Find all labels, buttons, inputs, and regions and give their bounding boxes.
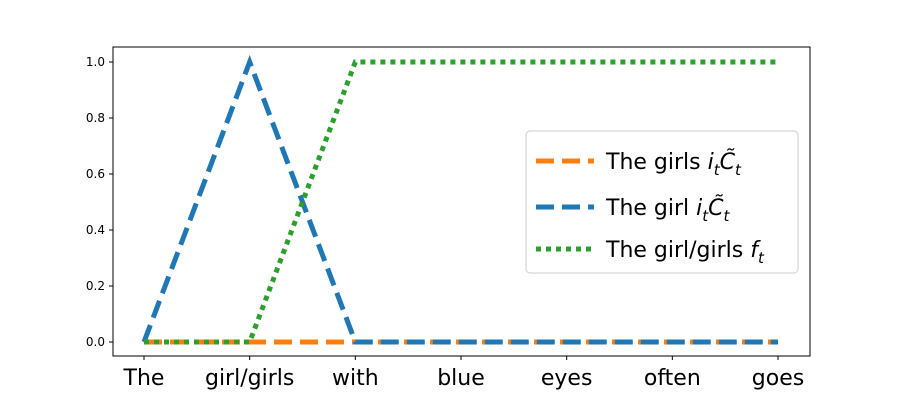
legend-label-2: The girl itC̃t [605, 195, 731, 225]
x-tick-label: The [123, 366, 165, 391]
legend-math-i: i [708, 150, 714, 175]
series-line-2 [141, 54, 778, 345]
legend-label-1: The girls itC̃t [605, 149, 742, 179]
x-tick-label: with [332, 366, 379, 391]
y-tick-label: 1.0 [86, 55, 105, 69]
legend-math-sub: t [702, 207, 709, 225]
legend-math-c-tilde: C̃ [708, 195, 724, 221]
legend-math-c-tilde: C̃ [720, 149, 736, 175]
legend-label-text: The girl/girls [605, 238, 750, 263]
x-tick-label: eyes [541, 366, 593, 391]
legend-math-sub: t [758, 249, 765, 267]
legend-math-f: f [750, 238, 761, 263]
x-tick-label: often [644, 366, 701, 391]
legend-math-sub: t [724, 207, 731, 225]
x-tick-label: girl/girls [205, 366, 294, 391]
y-tick-label: 0.2 [86, 279, 105, 293]
legend-math-sub: t [714, 161, 721, 179]
legend-math-sub: t [735, 161, 742, 179]
legend-label-text: The girl [605, 196, 696, 221]
series-layer [141, 54, 778, 345]
legend-label-3: The girl/girls ft [605, 238, 765, 267]
series-line-3 [144, 59, 778, 345]
x-tick-label: blue [437, 366, 485, 391]
y-tick-label: 0.8 [86, 111, 105, 125]
y-tick-label: 0.4 [86, 223, 105, 237]
legend-box [525, 130, 799, 274]
y-tick-label: 0.0 [86, 335, 105, 349]
axes: 0.0 0.2 0.4 0.6 0.8 1.0 The girl/girls with blue e… [86, 46, 811, 391]
legend-label-text: The girls [605, 150, 708, 175]
legend-math-i: i [696, 196, 702, 221]
x-tick-label: goes [752, 366, 804, 391]
y-tick-label: 0.6 [86, 167, 105, 181]
